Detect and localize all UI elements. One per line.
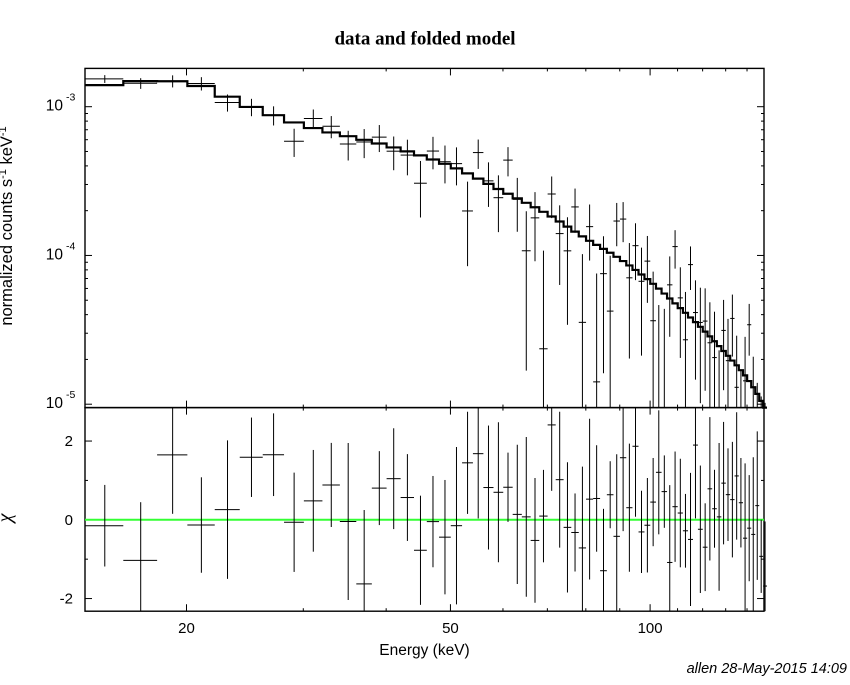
svg-text:50: 50 [442,620,459,637]
svg-text:χ: χ [0,512,16,524]
svg-text:data and folded model: data and folded model [334,29,515,50]
svg-text:allen 28-May-2015 14:09: allen 28-May-2015 14:09 [687,661,847,677]
svg-text:2: 2 [65,433,73,450]
svg-text:-4: -4 [66,240,75,252]
svg-text:-3: -3 [66,92,75,104]
svg-text:100: 100 [638,620,663,637]
svg-text:20: 20 [178,620,195,637]
svg-text:Energy (keV): Energy (keV) [379,642,469,659]
svg-text:10: 10 [46,246,64,263]
svg-text:10: 10 [46,98,64,115]
svg-text:normalized counts s-1 keV-1: normalized counts s-1 keV-1 [0,126,16,325]
svg-text:-5: -5 [66,389,75,401]
svg-text:0: 0 [65,512,73,529]
svg-text:-2: -2 [60,591,73,608]
svg-text:10: 10 [46,395,64,412]
